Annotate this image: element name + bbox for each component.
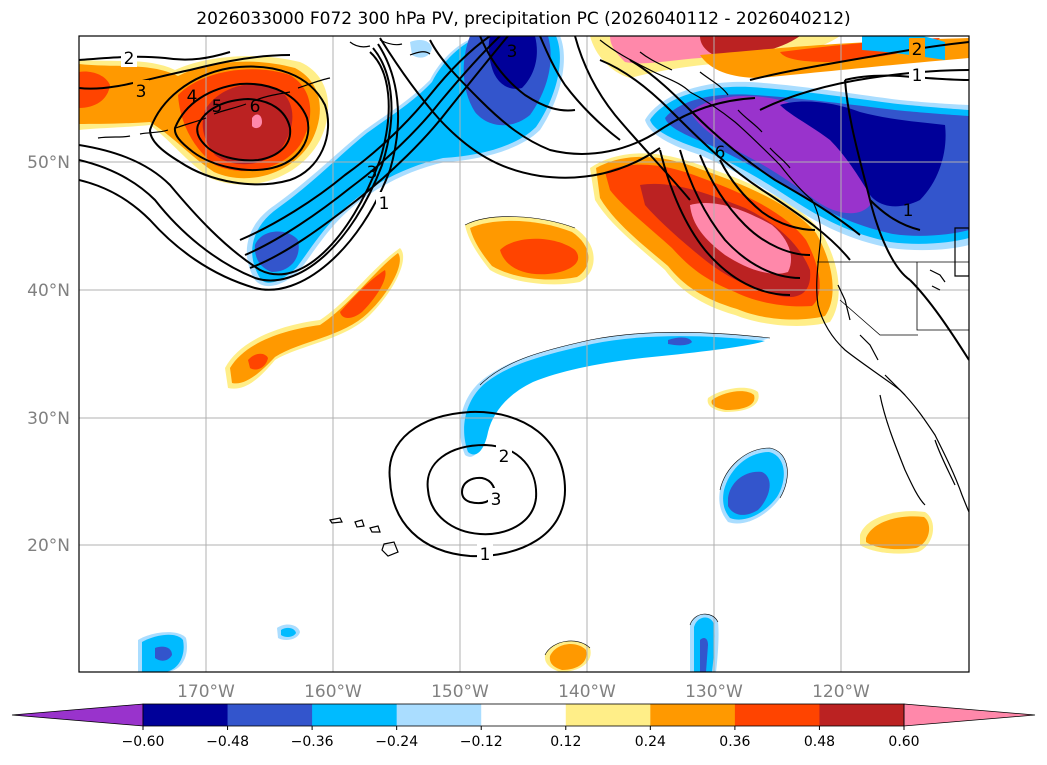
- colorbar-extend-high: [904, 704, 1035, 726]
- contour-label: 1: [379, 194, 390, 214]
- contour-label: 1: [912, 66, 923, 86]
- colorbar-segment: [819, 704, 904, 726]
- contour-label: 2: [499, 447, 510, 467]
- lat-label: 20°N: [27, 536, 70, 556]
- contour-label: 3: [491, 490, 502, 510]
- lon-label: 160°W: [304, 682, 362, 702]
- colorbar-tick-label: 0.60: [888, 734, 919, 750]
- lon-label: 150°W: [431, 682, 489, 702]
- colorbar-segment: [397, 704, 482, 726]
- colorbar-extend-low: [12, 704, 143, 726]
- lat-label: 50°N: [27, 153, 70, 173]
- colorbar-tick-label: 0.12: [550, 734, 581, 750]
- colorbar-tick-labels: −0.60 −0.48 −0.36 −0.24 −0.12 0.12 0.24 0.36 0.4…: [122, 734, 920, 750]
- contour-label: 4: [187, 87, 198, 107]
- colorbar-tick-label: −0.36: [291, 734, 334, 750]
- contour-label: 2: [912, 40, 923, 60]
- lon-label: 120°W: [812, 682, 870, 702]
- colorbar-tick-label: 0.24: [635, 734, 666, 750]
- colorbar-tick-label: 0.36: [719, 734, 750, 750]
- colorbar-tick-label: −0.48: [206, 734, 249, 750]
- colorbar-segment: [481, 704, 566, 726]
- colorbar-tick-label: −0.24: [375, 734, 418, 750]
- lon-label: 140°W: [558, 682, 616, 702]
- lat-label: 30°N: [27, 409, 70, 429]
- colorbar-tick-label: −0.60: [122, 734, 165, 750]
- colorbar-segment: [566, 704, 651, 726]
- longitude-labels: 170°W 160°W 150°W 140°W 130°W 120°W: [177, 682, 870, 702]
- colorbar-tick-label: −0.12: [460, 734, 503, 750]
- contour-label: 1: [480, 545, 491, 565]
- contour-label: 6: [715, 143, 726, 163]
- colorbar-segment: [228, 704, 313, 726]
- contour-label: 3: [507, 42, 518, 62]
- contour-label: 1: [903, 201, 914, 221]
- colorbar-segment: [650, 704, 735, 726]
- contour-label: 6: [250, 97, 261, 117]
- lon-label: 130°W: [685, 682, 743, 702]
- colorbar: [12, 704, 1035, 730]
- colorbar-segment: [312, 704, 397, 726]
- colorbar-segment: [143, 704, 228, 726]
- colorbar-segment: [735, 704, 820, 726]
- contour-label: 2: [124, 49, 135, 69]
- contour-label: 3: [136, 82, 147, 102]
- colorbar-tick-label: 0.48: [804, 734, 835, 750]
- latitude-labels: 50°N 40°N 30°N 20°N: [27, 153, 70, 556]
- lat-label: 40°N: [27, 281, 70, 301]
- contour-label: 3: [367, 163, 378, 183]
- lon-label: 170°W: [177, 682, 235, 702]
- map-plot-area: 2 3 4 5 6 3 1 3 2 1 6 1 2 3 1: [79, 31, 969, 672]
- contour-label: 5: [212, 97, 223, 117]
